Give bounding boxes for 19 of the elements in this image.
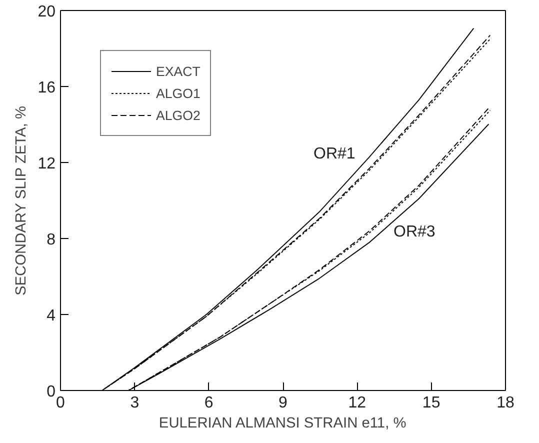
x-tick-label: 9 (278, 394, 288, 412)
y-tick-label: 12 (38, 156, 56, 172)
legend-label: EXACT (156, 64, 200, 78)
x-axis-title: EULERIAN ALMANSI STRAIN e11, % (158, 416, 406, 432)
annotation: OR#1 (314, 146, 356, 162)
y-axis-title: SECONDARY SLIP ZETA, % (14, 106, 30, 296)
y-tick-label: 8 (46, 232, 56, 248)
x-tick-label: 12 (348, 394, 366, 412)
y-tick-label: 0 (46, 384, 56, 400)
x-tick-label: 18 (496, 394, 514, 412)
legend-label: ALGO2 (156, 108, 200, 122)
y-tick-label: 16 (38, 80, 56, 96)
legend-label: ALGO1 (156, 86, 200, 100)
x-tick-label: 3 (130, 394, 140, 412)
x-tick-label: 6 (204, 394, 214, 412)
x-tick-label: 15 (422, 394, 440, 412)
y-tick-label: 4 (46, 308, 56, 324)
y-tick-label: 20 (38, 4, 56, 20)
annotation: OR#3 (394, 224, 436, 240)
